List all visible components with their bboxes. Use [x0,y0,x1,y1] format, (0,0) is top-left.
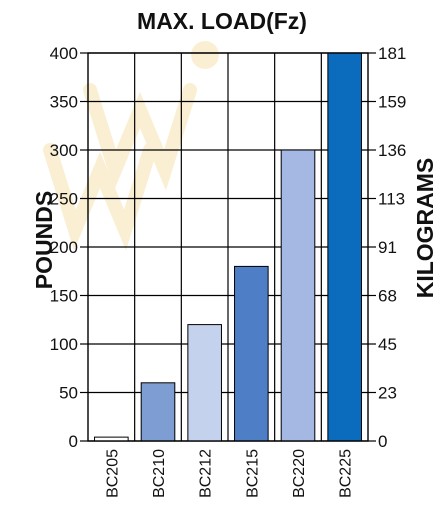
y-axis-label-left: POUNDS [31,191,57,289]
bar-bc225 [327,52,362,442]
x-category-label: BC205 [104,449,121,498]
tick-labels: 0 0 50 23 100 45 150 68 200 91 250 113 300 136 350 159 4… [50,44,407,498]
y-tick-label-left: 400 [50,44,78,63]
y-axis-label-right: KILOGRAMS [412,158,438,299]
chart-title: MAX. LOAD(Fz) [137,8,307,34]
y-tick-label-left: 0 [69,432,78,451]
y-tick-label-right: 0 [378,432,387,451]
y-tick-label-left: 50 [59,384,78,403]
y-tick-label-left: 300 [50,141,78,160]
bar-bc215 [234,265,269,442]
y-tick-label-left: 100 [50,335,78,354]
gridlines [80,52,376,442]
plot-border [87,52,369,442]
y-tick-label-right: 45 [378,335,397,354]
y-tick-label-left: 350 [50,93,78,112]
y-tick-label-right: 91 [378,238,397,257]
y-tick-label-left: 150 [50,287,78,306]
y-tick-label-right: 23 [378,384,397,403]
bar-bc210 [140,382,176,442]
x-category-label: BC215 [244,449,261,498]
bar-bc212 [187,324,222,442]
y-tick-label-right: 68 [378,287,397,306]
y-tick-label-right: 181 [378,44,406,63]
y-tick-label-left: 200 [50,238,78,257]
x-category-label: BC225 [338,449,355,498]
y-tick-label-right: 113 [378,190,405,209]
x-category-label: BC212 [198,449,215,498]
x-category-label: BC210 [151,449,168,498]
y-tick-label-left: 250 [50,190,78,209]
y-tick-label-right: 159 [378,93,406,112]
y-tick-label-right: 136 [378,141,406,160]
bar-bc220 [280,149,316,442]
x-category-label: BC220 [291,449,308,498]
plot-frame [87,52,369,442]
bars [94,52,362,442]
